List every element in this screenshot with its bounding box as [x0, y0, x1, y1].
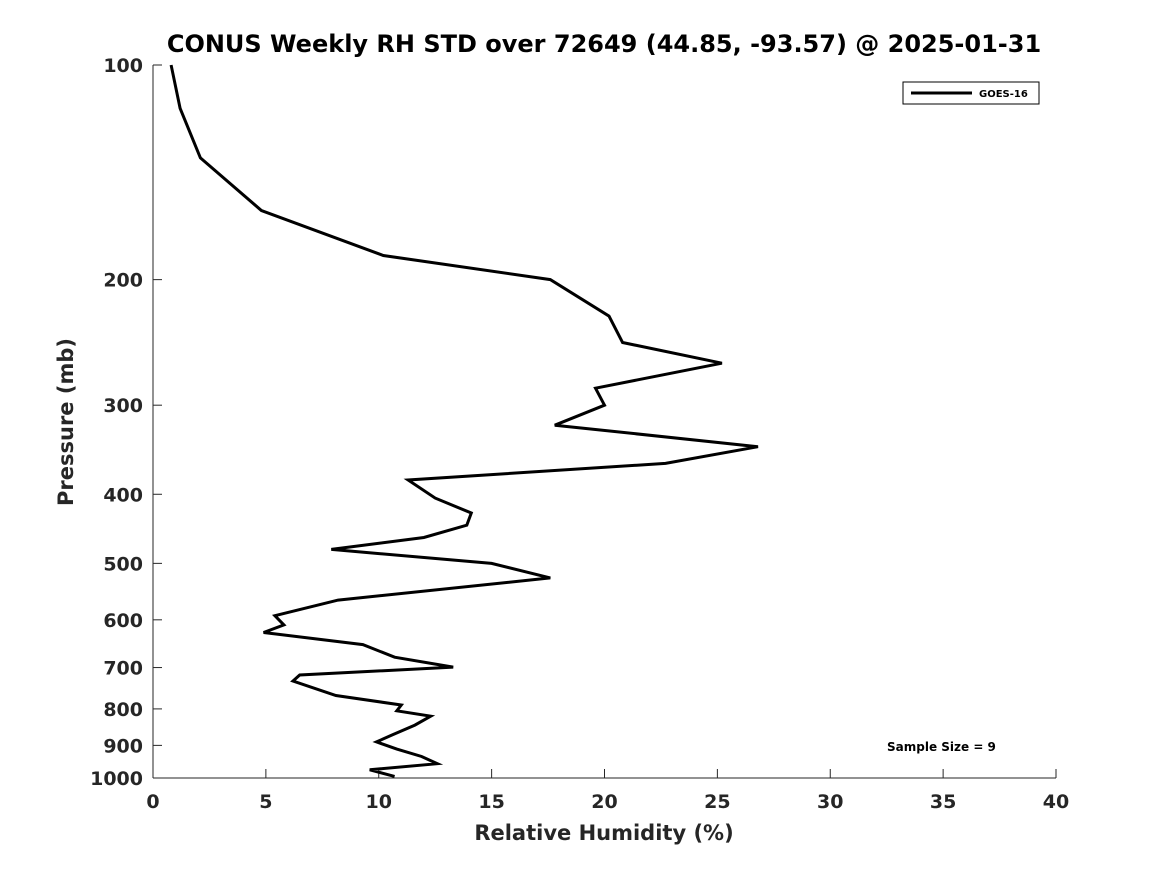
x-tick-label: 0 — [146, 791, 159, 813]
x-tick-label: 40 — [1043, 791, 1069, 813]
y-tick-label: 900 — [103, 735, 143, 757]
chart-title: CONUS Weekly RH STD over 72649 (44.85, -… — [167, 30, 1041, 58]
y-tick-label: 600 — [103, 610, 143, 632]
x-tick-label: 35 — [930, 791, 956, 813]
y-tick-label: 800 — [103, 699, 143, 721]
x-tick-label: 15 — [478, 791, 504, 813]
x-tick-label: 10 — [366, 791, 392, 813]
x-tick-label: 30 — [817, 791, 843, 813]
y-tick-label: 1000 — [90, 768, 143, 790]
series-line-goes-16 — [169, 64, 759, 778]
legend-label: GOES-16 — [979, 89, 1028, 100]
x-tick-label: 20 — [591, 791, 617, 813]
legend: GOES-16 — [902, 81, 1040, 105]
y-tick-label: 300 — [103, 395, 143, 417]
y-tick-label: 500 — [103, 553, 143, 575]
sample-size-annotation: Sample Size = 9 — [887, 740, 996, 754]
x-axis-label: Relative Humidity (%) — [474, 821, 733, 845]
y-tick-label: 700 — [103, 658, 143, 680]
y-tick-label: 400 — [103, 484, 143, 506]
x-tick-label: 25 — [704, 791, 730, 813]
y-axis-label: Pressure (mb) — [54, 338, 78, 506]
y-tick-label: 100 — [103, 55, 143, 77]
x-tick-label: 5 — [259, 791, 272, 813]
y-tick-label: 200 — [103, 270, 143, 292]
